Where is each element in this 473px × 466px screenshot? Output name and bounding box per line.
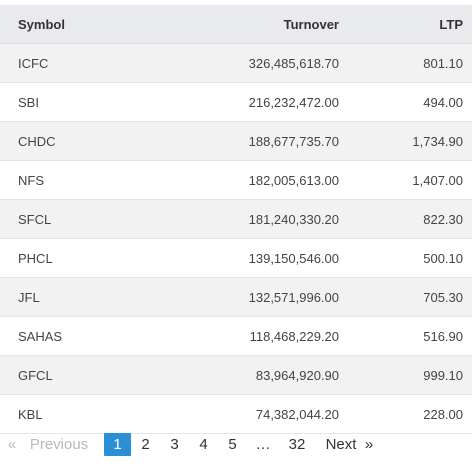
table-row: NFS 182,005,613.00 1,407.00 [0,160,472,200]
symbol-cell: CHDC [0,121,175,161]
page-3-button[interactable]: 3 [170,436,179,453]
page-32-button[interactable]: 32 [288,436,306,453]
table-row: SFCL 181,240,330.20 822.30 [0,199,472,239]
page-5-button[interactable]: 5 [228,436,237,453]
turnover-cell: 188,677,735.70 [175,121,339,161]
symbol-cell: SBI [0,82,175,122]
ltp-cell: 500.10 [339,238,472,278]
previous-button[interactable]: Previous [29,436,89,453]
turnover-cell: 326,485,618.70 [175,43,339,83]
turnover-cell: 139,150,546.00 [175,238,339,278]
page-2-button[interactable]: 2 [141,436,150,453]
header-symbol[interactable]: Symbol [0,5,175,44]
table-row: GFCL 83,964,920.90 999.10 [0,355,472,395]
symbol-cell: KBL [0,394,175,434]
symbol-cell: JFL [0,277,175,317]
ltp-cell: 494.00 [339,82,472,122]
table-row: JFL 132,571,996.00 705.30 [0,277,472,317]
ltp-cell: 822.30 [339,199,472,239]
ltp-cell: 228.00 [339,394,472,434]
ltp-cell: 516.90 [339,316,472,356]
ltp-cell: 801.10 [339,43,472,83]
pagination-ellipsis: … [255,436,271,453]
prev-arrow-icon[interactable]: « [7,436,17,453]
table-row: CHDC 188,677,735.70 1,734.90 [0,121,472,161]
symbol-cell: SFCL [0,199,175,239]
header-ltp[interactable]: LTP [339,5,472,44]
page-4-button[interactable]: 4 [199,436,208,453]
turnover-cell: 216,232,472.00 [175,82,339,122]
ltp-cell: 705.30 [339,277,472,317]
turnover-cell: 74,382,044.20 [175,394,339,434]
table-header-row: Symbol Turnover LTP [0,5,472,44]
table-row: SBI 216,232,472.00 494.00 [0,82,472,122]
symbol-cell: GFCL [0,355,175,395]
ltp-cell: 999.10 [339,355,472,395]
ltp-cell: 1,734.90 [339,121,472,161]
table-row: ICFC 326,485,618.70 801.10 [0,43,472,83]
turnover-cell: 182,005,613.00 [175,160,339,200]
turnover-table: Symbol Turnover LTP ICFC 326,485,618.70 … [0,5,472,434]
ltp-cell: 1,407.00 [339,160,472,200]
table-row: PHCL 139,150,546.00 500.10 [0,238,472,278]
table-row: KBL 74,382,044.20 228.00 [0,394,472,434]
turnover-cell: 132,571,996.00 [175,277,339,317]
page-1-button[interactable]: 1 [104,433,131,456]
symbol-cell: SAHAS [0,316,175,356]
symbol-cell: PHCL [0,238,175,278]
next-button[interactable]: Next [325,436,357,453]
turnover-cell: 118,468,229.20 [175,316,339,356]
next-arrow-icon[interactable]: » [364,436,374,453]
pagination: « Previous 1 2 3 4 5 … 32 Next » [0,433,379,456]
symbol-cell: NFS [0,160,175,200]
symbol-cell: ICFC [0,43,175,83]
turnover-cell: 181,240,330.20 [175,199,339,239]
header-turnover[interactable]: Turnover [175,5,339,44]
table-row: SAHAS 118,468,229.20 516.90 [0,316,472,356]
turnover-cell: 83,964,920.90 [175,355,339,395]
